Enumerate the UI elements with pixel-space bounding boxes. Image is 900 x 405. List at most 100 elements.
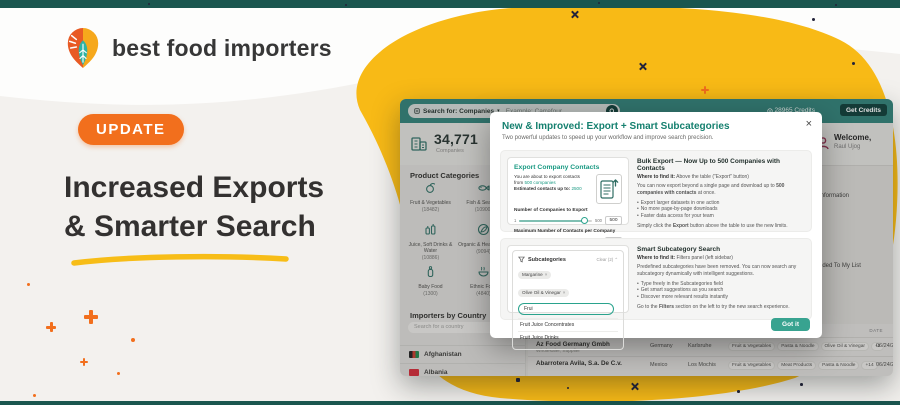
tag-remove-icon[interactable]: × [562, 290, 566, 295]
information-link[interactable]: Information [819, 193, 850, 199]
footer-text: Simply click the [637, 222, 673, 229]
filter-tag[interactable]: Olive Oil & Vinegar × [518, 288, 570, 297]
decor-dot [27, 283, 30, 286]
export-about-text: You are about to export contacts from [514, 174, 580, 185]
search-scope-select[interactable]: Search for: Companies [423, 107, 495, 115]
filter-tag[interactable]: Margarine × [518, 270, 552, 279]
category-baby-food[interactable]: Baby Food (1300) [404, 265, 457, 307]
suggestion-item[interactable]: Fruit Juice Drinks [518, 331, 618, 344]
country-search-input[interactable]: Search for a country [408, 322, 512, 333]
collapse-icon: ⌃ [614, 256, 618, 262]
added-to-my-list-link[interactable]: Added To My List [815, 263, 861, 269]
category-name: Baby Food [418, 284, 443, 290]
country-row-albania[interactable]: Albania [400, 363, 525, 376]
promo-heading-line2: & Smarter Search [64, 210, 316, 243]
decor-dot [33, 394, 36, 397]
company-name[interactable]: Az Food Germany Gmbh [536, 341, 610, 348]
export-card-summary: You are about to export contacts from 50… [514, 174, 584, 204]
slider-handle[interactable] [581, 216, 589, 224]
got-it-button[interactable]: Got it [771, 318, 810, 331]
welcome-label: Welcome, [834, 133, 872, 142]
slider1-label: Number of Companies to Export [514, 208, 588, 213]
category-name: Juice, Soft Drinks & Water [408, 242, 453, 254]
chevron-down-icon[interactable]: ▾ [497, 108, 500, 114]
body-text: at once. [696, 189, 716, 196]
speck [737, 390, 740, 393]
category-organic-health[interactable]: Organic & Health Food (9094) [457, 223, 510, 265]
bulk-export-title: Bulk Export — Now Up to 500 Companies wi… [637, 158, 781, 172]
country-name: Albania [424, 369, 448, 376]
flag-afghanistan-icon [409, 351, 419, 358]
where-text: Filters panel (left sidebar) [675, 255, 733, 261]
export-card-title: Export Company Contacts [514, 164, 600, 171]
companies-slider[interactable]: 1 500 500 [514, 216, 622, 225]
bullet-text: Discover more relevant results instantly [640, 294, 729, 301]
company-subtitle: Wholesaler, Supplier [536, 349, 580, 354]
subcategories-demo-card: Subcategories Clear (2) ⌃ Margarine × Oli… [507, 245, 629, 350]
speck [800, 383, 803, 386]
yellow-underline-swoosh [71, 253, 289, 266]
decor-dot [131, 338, 135, 342]
slider-value-input[interactable]: 500 [605, 216, 622, 225]
export-estimated-label: Estimated contacts up to: [514, 186, 572, 191]
subcategories-header: Subcategories [528, 256, 566, 263]
body-bold: 500 companies with contacts [637, 183, 785, 196]
companies-count-label: Companies [436, 148, 464, 154]
body-text: You can now export beyond a single page … [637, 183, 777, 189]
category-tag: Pasta & Noodle [777, 342, 819, 351]
speck [638, 62, 647, 71]
company-tags: Fruit & Vegetables Meat Products Pasta &… [728, 361, 878, 370]
smart-search-section: Subcategories Clear (2) ⌃ Margarine × Oli… [500, 238, 812, 350]
suggestion-item[interactable]: Fruit Juice Concentrates [518, 318, 618, 331]
category-tag: Fruit & Vegetables [728, 342, 776, 351]
category-count: (9094) [476, 249, 491, 255]
category-name: Ethnic Food [470, 284, 497, 290]
company-name[interactable]: Abarrotera Avila, S.a. De C.v. [536, 360, 622, 367]
companies-count: 34,771 [434, 131, 479, 147]
company-tags: Fruit & Vegetables Pasta & Noodle Olive … [728, 342, 885, 351]
category-tag-more[interactable]: +2 [870, 342, 885, 351]
clear-filters-button[interactable]: Clear (2) ⌃ [596, 256, 618, 262]
subcategory-search-input[interactable]: Frui [518, 303, 614, 315]
filter-icon [518, 256, 525, 263]
organic-leaf-icon [477, 223, 490, 236]
category-fish-seafood[interactable]: Fish & Seafood (10900) [457, 181, 510, 223]
category-tag: Olive Oil & Vinegar [820, 342, 869, 351]
speck [516, 378, 520, 382]
table-row[interactable]: Abarrotera Avila, S.a. De C.v. Mexico Lo… [528, 356, 893, 376]
footer-bold: Export [672, 222, 689, 229]
category-count: (10900) [474, 207, 493, 213]
category-juice-drinks[interactable]: Juice, Soft Drinks & Water (10886) [404, 223, 457, 265]
footer-text: button above the table to use the new li… [688, 222, 788, 229]
decor-plus [46, 322, 56, 332]
export-file-icon [596, 174, 622, 204]
close-icon[interactable]: × [805, 118, 812, 130]
category-count: (4840) [476, 291, 491, 297]
bulk-export-section: Export Company Contacts You are about to… [500, 150, 812, 246]
brand-name: best food importers [112, 34, 332, 61]
modal-title: New & Improved: Export + Smart Subcatego… [502, 121, 730, 132]
get-credits-button[interactable]: Get Credits [839, 104, 887, 116]
slider-min: 1 [514, 218, 517, 223]
category-grid: Fruit & Vegetables (18482) Fish & Seafoo… [404, 181, 516, 307]
flag-albania-icon [409, 369, 419, 376]
bullet-text: Faster data access for your team [640, 213, 714, 220]
company-country: Germany [650, 343, 673, 349]
company-city: Los Mochis [688, 362, 716, 368]
tag-remove-icon[interactable]: × [544, 272, 548, 277]
modal-subtitle: Two powerful updates to speed up your wo… [502, 135, 714, 141]
speck [148, 3, 150, 5]
company-date: 06/24/2 [876, 343, 893, 349]
search-input[interactable]: Example: Carrefour [505, 107, 563, 115]
decor-plus [701, 86, 709, 94]
category-fruit-vegetables[interactable]: Fruit & Vegetables (18482) [404, 181, 457, 223]
bullet-text: No more page-by-page downloads [640, 206, 718, 213]
country-row-afghanistan[interactable]: Afghanistan [400, 345, 525, 363]
category-tag-more[interactable]: +14 [861, 361, 878, 370]
baby-bottle-icon [427, 266, 434, 278]
company-city: Karlsruhe [688, 343, 712, 349]
category-ethnic-food[interactable]: Ethnic Food (4840) [457, 265, 510, 307]
promo-heading-line1: Increased Exports [64, 171, 325, 204]
bullet-icon: • [637, 213, 639, 220]
